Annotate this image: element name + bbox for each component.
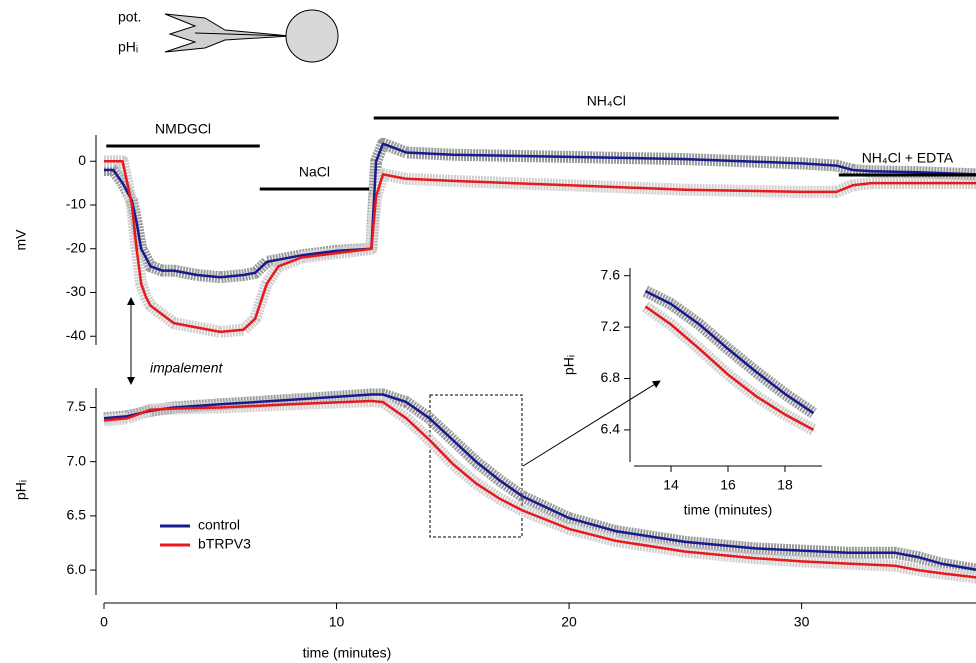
- solution-label: NMDGCl: [155, 121, 211, 137]
- legend-label: bTRPV3: [198, 536, 251, 552]
- x-tick-label: 20: [561, 614, 577, 630]
- y-tick-label: -30: [66, 283, 86, 299]
- x-tick-label: 18: [777, 477, 793, 493]
- x-axis-label: time (minutes): [303, 645, 392, 661]
- legend-label: control: [198, 517, 240, 533]
- zoom-arrow: [523, 381, 660, 466]
- cell: [286, 10, 338, 62]
- schematic-label: pHᵢ: [118, 39, 138, 55]
- solution-label: NH₄Cl: [587, 93, 626, 109]
- y-tick-label: 6.5: [67, 507, 87, 523]
- solution-label: NaCl: [299, 164, 330, 180]
- y-tick-label: 7.0: [67, 452, 87, 468]
- x-axis-label: time (minutes): [684, 502, 773, 518]
- y-tick-label: -10: [66, 196, 86, 212]
- data-line: [104, 161, 976, 332]
- y-tick-label: 7.5: [67, 398, 87, 414]
- y-tick-label: 7.2: [601, 318, 621, 334]
- y-tick-label: 6.0: [67, 561, 87, 577]
- y-tick-label: 6.8: [601, 369, 621, 385]
- x-tick-label: 16: [720, 477, 736, 493]
- y-tick-label: -20: [66, 239, 86, 255]
- electrode: [165, 14, 290, 52]
- y-axis-label: pHᵢ: [13, 480, 29, 500]
- y-tick-label: 7.6: [601, 266, 621, 282]
- y-axis-label: pHᵢ: [561, 355, 577, 375]
- y-tick-label: 6.4: [601, 421, 621, 437]
- x-tick-label: 0: [100, 614, 108, 630]
- x-tick-label: 14: [663, 477, 679, 493]
- error-band: [104, 144, 976, 277]
- figure: pot. pHᵢ impalement 0 -10 -20 -30 -40 mV NMDGC…: [0, 0, 976, 663]
- annotation: impalement: [150, 360, 223, 376]
- solution-label: NH₄Cl + EDTA: [862, 150, 954, 166]
- y-axis-label: mV: [13, 229, 29, 251]
- schematic-label: pot.: [118, 9, 141, 25]
- x-tick-label: 10: [329, 614, 345, 630]
- y-tick-label: 0: [78, 152, 86, 168]
- error-band: [104, 161, 976, 332]
- data-line: [104, 144, 976, 277]
- x-tick-label: 30: [794, 614, 810, 630]
- schematic: pot. pHᵢ: [118, 9, 338, 62]
- y-tick-label: -40: [66, 327, 86, 343]
